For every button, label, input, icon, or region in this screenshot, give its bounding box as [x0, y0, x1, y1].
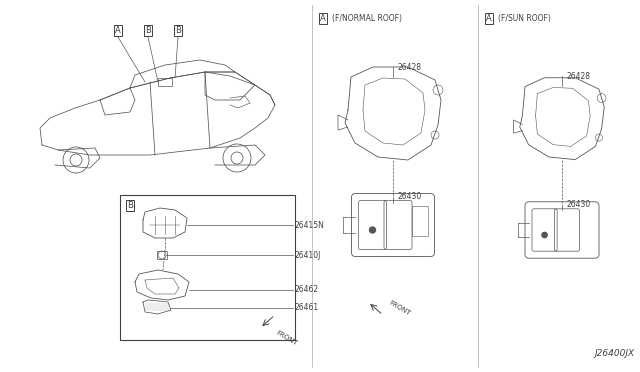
Text: J26400JX: J26400JX [595, 349, 635, 358]
Circle shape [542, 232, 547, 238]
Circle shape [369, 227, 376, 233]
Text: 26428: 26428 [567, 72, 591, 81]
Text: FRONT: FRONT [275, 330, 298, 347]
Text: 26428: 26428 [398, 63, 422, 72]
Text: 26430: 26430 [567, 200, 591, 209]
Bar [158, 78, 172, 86]
Text: A: A [486, 13, 492, 22]
Text: 26461: 26461 [295, 304, 319, 312]
Bar [157, 251, 167, 259]
Bar [120, 195, 295, 340]
Text: B: B [127, 201, 133, 209]
Text: A: A [115, 26, 121, 35]
Text: FRONT: FRONT [388, 299, 412, 317]
Bar [145, 303, 169, 311]
Text: 26430: 26430 [398, 192, 422, 201]
Text: A: A [320, 13, 326, 22]
Text: 26462: 26462 [295, 285, 319, 295]
Text: 26410J: 26410J [295, 250, 321, 260]
Text: B: B [145, 26, 151, 35]
Text: 26415N: 26415N [295, 221, 325, 230]
Text: (F/SUN ROOF): (F/SUN ROOF) [498, 13, 551, 22]
Text: B: B [175, 26, 181, 35]
Text: (F/NORMAL ROOF): (F/NORMAL ROOF) [332, 13, 402, 22]
Bar [412, 205, 428, 236]
